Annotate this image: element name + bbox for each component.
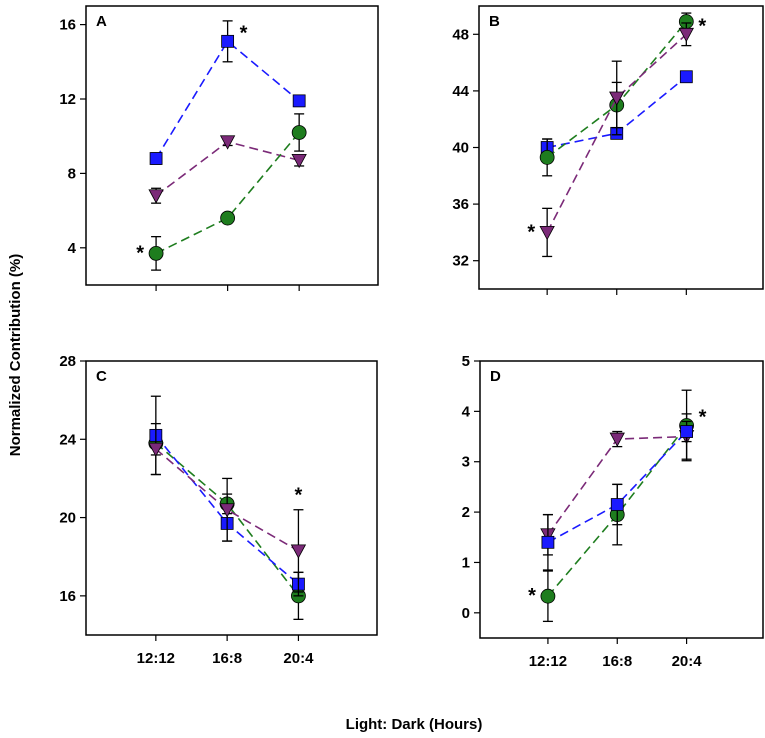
panel-a-label: A (96, 13, 107, 30)
data-point-triangle (678, 27, 694, 43)
panel-d-series-square (541, 420, 693, 571)
panel-c-xtick-label: 16:8 (212, 650, 242, 667)
series-line (155, 140, 300, 197)
panel-d-label: D (490, 368, 501, 385)
significance-star: * (699, 406, 707, 428)
data-point-circle (148, 245, 164, 261)
panel-c-ytick-label: 16 (59, 588, 76, 605)
panel-a-ytick-label: 8 (68, 165, 76, 182)
panel-d-ytick-label: 4 (462, 403, 471, 420)
panel-c-ytick-label: 28 (59, 353, 76, 370)
panel-d-ytick-label: 1 (462, 554, 470, 571)
data-point-square (149, 152, 163, 165)
significance-star: * (528, 585, 536, 607)
series-line (155, 442, 300, 597)
series-line (155, 131, 300, 255)
panel-b-ytick-label: 48 (452, 26, 469, 43)
panel-b-label: B (489, 13, 500, 30)
x-axis-title: Light: Dark (Hours) (346, 716, 483, 733)
significance-star: * (136, 242, 144, 264)
significance-star: * (698, 15, 706, 37)
series-line (155, 448, 299, 552)
panel-d-frame (479, 360, 764, 639)
data-point-triangle (609, 432, 625, 447)
panel-a-ytick-label: 12 (59, 91, 76, 108)
panel-d-ytick-label: 0 (462, 605, 470, 622)
series-line (155, 40, 300, 159)
data-point-triangle (219, 503, 235, 518)
panel-c-ytick-label: 24 (59, 431, 76, 448)
panel-d: D 0 1 2 3 4 5 12:12 16:8 20:4 * * (462, 353, 764, 670)
panel-a-ytick-label: 4 (68, 240, 77, 257)
panel-c-series-triangle (148, 422, 307, 593)
panel-c: C 16 20 24 28 12:12 16:8 20:4 * (59, 353, 378, 667)
panel-b-ytick-label: 32 (452, 253, 469, 270)
y-axis-title: Normalized Contribution (%) (7, 254, 24, 457)
panel-b-ytick-label: 44 (452, 83, 469, 100)
panel-a-ytick-label: 16 (59, 17, 76, 34)
panel-c-label: C (96, 368, 107, 385)
panel-b-ytick-label: 40 (452, 140, 469, 157)
data-point-square (292, 94, 306, 108)
data-point-triangle (609, 91, 625, 106)
panel-d-ytick-label: 5 (462, 353, 470, 370)
data-point-square (679, 70, 693, 84)
panel-a: A 4 8 12 16 * * (59, 5, 379, 291)
panel-d-xtick-label: 12:12 (529, 653, 567, 670)
significance-star: * (240, 22, 248, 44)
data-point-circle (539, 150, 555, 165)
data-point-square (610, 498, 624, 511)
data-point-triangle (219, 135, 236, 150)
panel-a-series-triangle (148, 135, 307, 204)
data-point-triangle (290, 544, 307, 559)
data-point-circle (540, 588, 556, 604)
panel-b: B 32 36 40 44 48 * * (452, 5, 764, 295)
data-point-square (680, 425, 693, 438)
data-point-square (541, 535, 555, 549)
panel-c-xtick-label: 12:12 (137, 650, 175, 667)
panel-d-ytick-label: 2 (462, 504, 470, 521)
data-point-triangle (148, 442, 164, 457)
panel-b-series-triangle (539, 22, 694, 258)
data-point-triangle (539, 225, 555, 241)
significance-star: * (527, 221, 535, 243)
data-point-triangle (148, 189, 164, 204)
panel-d-ytick-label: 3 (462, 454, 470, 471)
panel-a-series-square (149, 20, 306, 165)
data-point-square (221, 34, 235, 48)
data-point-triangle (291, 153, 307, 169)
panel-c-frame (85, 360, 378, 636)
panel-c-ytick-label: 20 (59, 510, 76, 527)
panel-c-xtick-label: 20:4 (283, 650, 314, 667)
panel-a-series-circle (148, 113, 307, 271)
data-point-circle (220, 210, 236, 226)
series-line (546, 33, 687, 233)
panel-a-frame (85, 5, 379, 286)
significance-star: * (295, 485, 303, 507)
panel-d-xtick-label: 20:4 (672, 653, 703, 670)
data-point-circle (291, 125, 307, 140)
panel-b-ytick-label: 36 (452, 196, 469, 213)
panel-b-frame (478, 5, 764, 290)
panel-d-xtick-label: 16:8 (602, 653, 632, 670)
